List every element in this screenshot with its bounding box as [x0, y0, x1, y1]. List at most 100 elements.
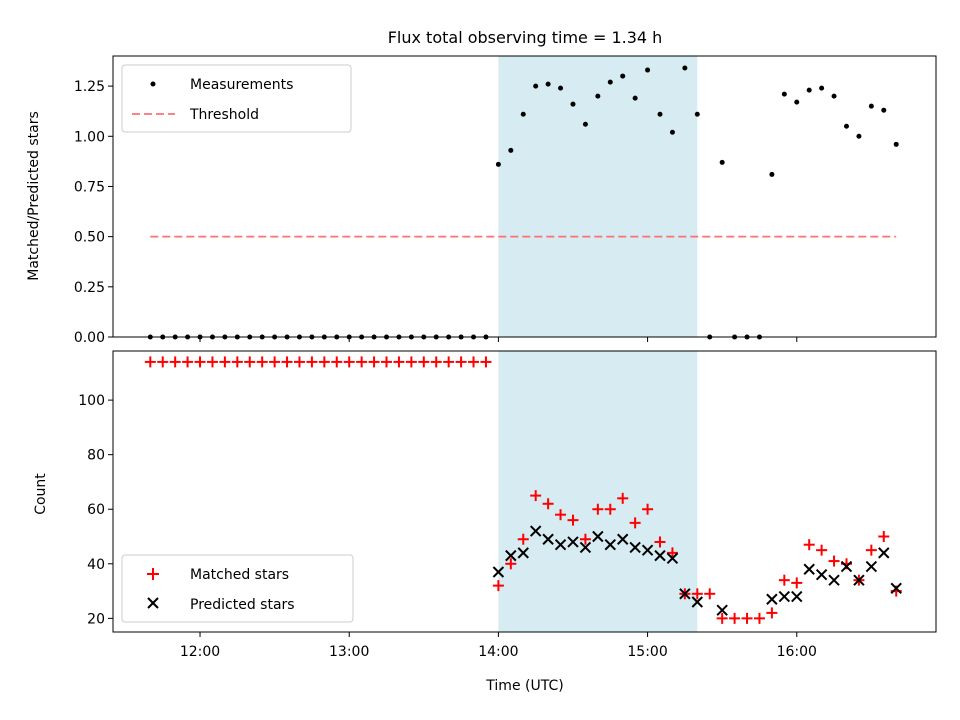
- top-y-axis-label: Matched/Predicted stars: [26, 111, 42, 281]
- predicted-star-stroke-b: [517, 547, 529, 559]
- measurement-point: [831, 93, 837, 99]
- matched-star-point: [306, 356, 318, 368]
- legend-measurements-marker: [150, 81, 156, 87]
- matched-star-point: [144, 356, 156, 368]
- predicted-star-stroke-b: [865, 560, 878, 573]
- matched-star-point: [878, 531, 890, 543]
- predicted-star-point: [492, 566, 505, 578]
- predicted-star-point: [815, 569, 828, 581]
- predicted-star-stroke-b: [840, 560, 853, 573]
- measurement-point: [508, 147, 514, 153]
- bottom-ytick-label: 40: [87, 557, 105, 573]
- top-panel: 0.00 0.25 0.50 0.75 1.00 1.25 Matched/Predict…: [26, 55, 937, 346]
- matched-stars-points: [144, 356, 902, 624]
- bottom-y-axis-label: Count: [33, 473, 49, 515]
- measurement-point: [669, 129, 675, 135]
- top-ytick-label: 0.75: [74, 179, 105, 195]
- matched-star-point: [629, 517, 641, 529]
- predicted-star-point: [778, 590, 791, 603]
- predicted-star-stroke-b: [654, 549, 666, 562]
- matched-star-point: [231, 356, 243, 368]
- matched-star-point: [803, 539, 815, 551]
- predicted-star-point: [828, 574, 840, 586]
- measurement-point: [806, 87, 812, 93]
- bottom-ytick-label: 60: [87, 502, 105, 518]
- matched-star-point: [654, 536, 666, 548]
- matched-star-point: [219, 356, 231, 368]
- matched-star-point: [393, 356, 405, 368]
- matched-star-point: [592, 503, 604, 515]
- bottom-plot-frame: [112, 350, 937, 633]
- top-ytick-label: 0.25: [74, 280, 105, 296]
- predicted-star-stroke-b: [815, 569, 828, 581]
- measurement-point: [582, 121, 588, 127]
- predicted-star-point: [542, 533, 554, 545]
- matched-star-point: [729, 612, 741, 624]
- xtick-label: 13:00: [329, 644, 369, 660]
- bottom-panel: 20 40 60 80 100 12:00 13:00 14:00 15:00 16:00 Cou…: [33, 350, 937, 694]
- predicted-star-stroke-b: [828, 574, 840, 586]
- measurement-point: [881, 107, 887, 113]
- measurement-point: [819, 85, 825, 91]
- matched-star-point: [530, 490, 542, 502]
- matched-star-point: [828, 555, 840, 567]
- matched-star-point: [567, 514, 579, 526]
- matched-star-point: [343, 356, 355, 368]
- matched-star-point: [542, 498, 554, 510]
- measurement-point: [520, 111, 526, 117]
- top-plot-frame: [112, 55, 937, 338]
- top-ytick-label: 1.25: [74, 79, 105, 95]
- matched-star-point: [331, 356, 343, 368]
- matched-star-point: [666, 547, 678, 559]
- measurement-point: [769, 171, 775, 177]
- matched-star-point: [244, 356, 256, 368]
- matched-star-point: [381, 356, 393, 368]
- predicted-star-stroke-b: [878, 547, 890, 559]
- measurement-point: [495, 161, 501, 167]
- measurement-point: [781, 91, 787, 97]
- measurement-point: [868, 103, 874, 109]
- matched-star-point: [766, 607, 778, 619]
- measurement-point: [570, 101, 576, 107]
- predicted-star-point: [679, 588, 691, 600]
- matched-star-point: [704, 588, 716, 600]
- predicted-star-point: [529, 525, 542, 537]
- measurement-point: [843, 123, 849, 129]
- legend-predicted-label: Predicted stars: [190, 597, 295, 613]
- predicted-star-stroke-b: [890, 582, 902, 595]
- bottom-ytick-label: 100: [78, 393, 105, 409]
- matched-star-point: [455, 356, 467, 368]
- matched-star-point: [157, 356, 169, 368]
- legend-matched-marker: [147, 568, 159, 580]
- predicted-star-stroke-b: [803, 563, 815, 575]
- measurement-point: [893, 141, 899, 147]
- matched-star-point: [778, 574, 790, 586]
- predicted-star-stroke-b: [791, 590, 803, 603]
- predicted-star-stroke-b: [691, 596, 704, 608]
- predicted-star-stroke-b: [853, 574, 865, 586]
- measurement-point: [856, 133, 862, 139]
- predicted-star-stroke-b: [554, 538, 567, 551]
- measurement-point: [632, 95, 638, 101]
- matched-star-point: [182, 356, 194, 368]
- matched-star-point: [356, 356, 368, 368]
- matched-star-point: [865, 544, 877, 556]
- matched-star-point: [604, 503, 616, 515]
- predicted-star-stroke-b: [641, 544, 654, 556]
- legend-measurements-label: Measurements: [190, 77, 293, 93]
- legend-threshold-label: Threshold: [189, 107, 259, 123]
- matched-star-point: [480, 356, 492, 368]
- matched-star-point: [430, 356, 442, 368]
- predicted-star-point: [617, 533, 629, 545]
- bottom-ytick-label: 80: [87, 448, 105, 464]
- predicted-star-point: [890, 582, 902, 595]
- predicted-star-point: [853, 574, 865, 586]
- predicted-star-stroke-b: [778, 590, 791, 603]
- xtick-label: 15:00: [627, 644, 667, 660]
- matched-star-point: [791, 577, 803, 589]
- matched-star-point: [418, 356, 430, 368]
- matched-star-point: [194, 356, 206, 368]
- measurement-point: [682, 65, 688, 71]
- predicted-star-point: [865, 560, 878, 573]
